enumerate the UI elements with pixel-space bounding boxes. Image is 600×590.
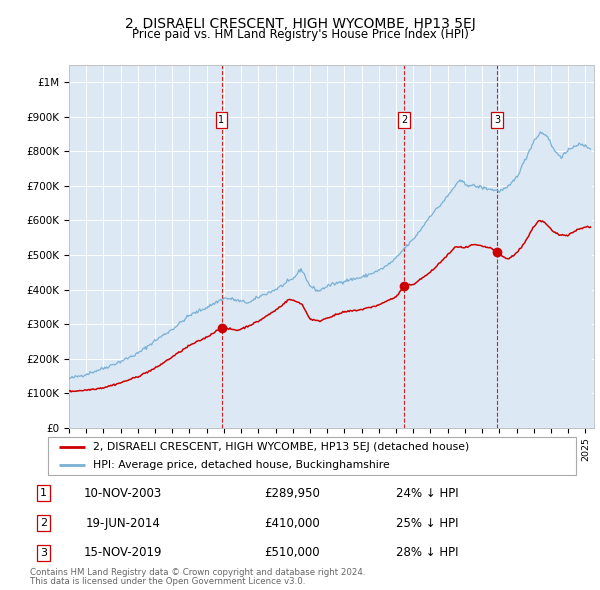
Text: Price paid vs. HM Land Registry's House Price Index (HPI): Price paid vs. HM Land Registry's House … bbox=[131, 28, 469, 41]
Text: £510,000: £510,000 bbox=[264, 546, 320, 559]
Text: 2: 2 bbox=[40, 518, 47, 528]
Text: £289,950: £289,950 bbox=[264, 487, 320, 500]
FancyBboxPatch shape bbox=[48, 437, 576, 475]
Text: HPI: Average price, detached house, Buckinghamshire: HPI: Average price, detached house, Buck… bbox=[93, 460, 389, 470]
Text: 15-NOV-2019: 15-NOV-2019 bbox=[83, 546, 162, 559]
Text: 3: 3 bbox=[494, 115, 500, 125]
Text: 2, DISRAELI CRESCENT, HIGH WYCOMBE, HP13 5EJ (detached house): 2, DISRAELI CRESCENT, HIGH WYCOMBE, HP13… bbox=[93, 442, 469, 452]
Text: 25% ↓ HPI: 25% ↓ HPI bbox=[396, 517, 458, 530]
Text: 24% ↓ HPI: 24% ↓ HPI bbox=[396, 487, 458, 500]
Text: 2, DISRAELI CRESCENT, HIGH WYCOMBE, HP13 5EJ: 2, DISRAELI CRESCENT, HIGH WYCOMBE, HP13… bbox=[125, 17, 475, 31]
Text: 1: 1 bbox=[40, 489, 47, 499]
Text: Contains HM Land Registry data © Crown copyright and database right 2024.: Contains HM Land Registry data © Crown c… bbox=[30, 568, 365, 577]
Text: 19-JUN-2014: 19-JUN-2014 bbox=[85, 517, 160, 530]
Text: 2: 2 bbox=[401, 115, 407, 125]
Text: 28% ↓ HPI: 28% ↓ HPI bbox=[396, 546, 458, 559]
Text: 1: 1 bbox=[218, 115, 224, 125]
Text: 3: 3 bbox=[40, 548, 47, 558]
Text: This data is licensed under the Open Government Licence v3.0.: This data is licensed under the Open Gov… bbox=[30, 578, 305, 586]
Text: £410,000: £410,000 bbox=[264, 517, 320, 530]
Text: 10-NOV-2003: 10-NOV-2003 bbox=[83, 487, 162, 500]
